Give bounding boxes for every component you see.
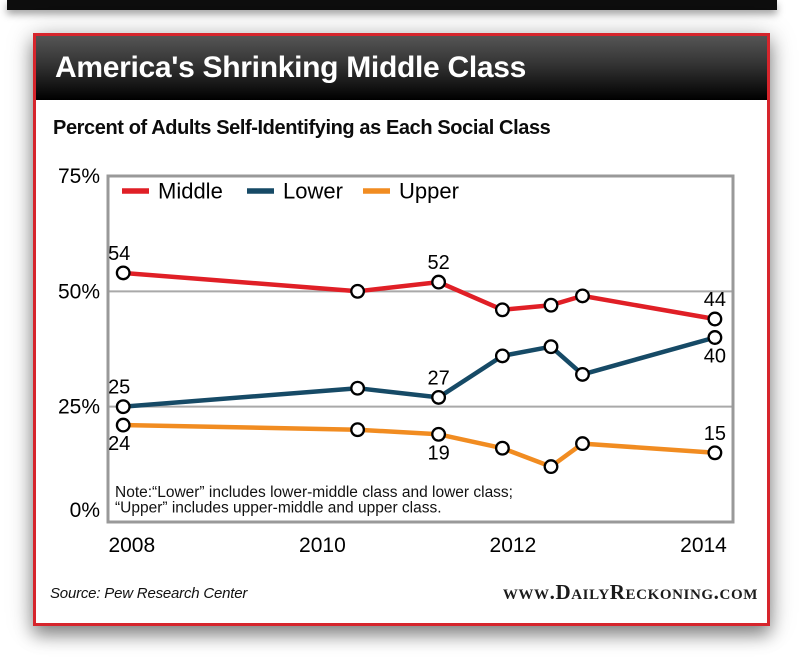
data-point <box>543 459 559 475</box>
series-value-labels-lower: 25 27 40 <box>108 346 726 399</box>
series-markers-upper <box>115 417 723 475</box>
chart-subtitle: Percent of Adults Self-Identifying as Ea… <box>53 117 551 139</box>
y-tick-label: 75% <box>58 165 100 188</box>
data-point <box>707 311 723 327</box>
note-line: “Upper” includes upper-middle and upper … <box>115 500 442 517</box>
data-point <box>707 330 723 345</box>
legend-label-upper: Upper <box>399 179 459 204</box>
data-point <box>575 288 590 304</box>
legend-label-lower: Lower <box>283 179 343 204</box>
x-axis-labels: 2008 2010 2012 2014 <box>108 534 727 557</box>
data-point <box>543 339 559 355</box>
data-point <box>494 302 510 318</box>
point-label: 24 <box>108 433 130 455</box>
data-point <box>115 265 131 281</box>
x-tick-label: 2012 <box>490 534 537 557</box>
data-point <box>431 389 447 405</box>
data-point <box>494 348 510 364</box>
data-point <box>115 417 131 433</box>
series-line-upper <box>120 422 718 469</box>
data-point <box>575 436 590 452</box>
x-tick-label: 2010 <box>299 534 346 557</box>
series-markers-lower <box>115 330 723 415</box>
point-label: 19 <box>427 442 449 464</box>
point-label: 25 <box>108 377 130 399</box>
chart-note: Note:“Lower” includes lower-middle class… <box>115 484 513 517</box>
data-point <box>431 426 447 442</box>
y-tick-label: 0% <box>70 499 100 522</box>
point-label: 54 <box>108 243 130 265</box>
data-point <box>350 283 366 299</box>
data-point <box>350 380 366 396</box>
point-label: 44 <box>704 289 726 311</box>
header-bar: America's Shrinking Middle Class <box>36 36 767 100</box>
data-point <box>115 399 131 415</box>
data-point <box>494 440 510 456</box>
y-tick-label: 50% <box>58 280 100 303</box>
data-point <box>575 366 590 382</box>
source-text: Source: Pew Research Center <box>50 585 248 602</box>
data-point <box>707 445 723 461</box>
y-axis-labels: 75% 50% 25% 0% <box>58 165 100 522</box>
website-text: www.DailyReckoning.com <box>502 580 758 604</box>
series-value-labels-middle: 54 52 44 <box>108 243 726 311</box>
point-label: 27 <box>427 367 449 389</box>
y-tick-label: 25% <box>58 396 100 419</box>
chart-card: America's Shrinking Middle Class Percent… <box>33 33 770 626</box>
series-line-lower <box>120 335 718 409</box>
data-point <box>350 422 366 438</box>
top-edge-strip <box>7 0 777 10</box>
note-line: Note:“Lower” includes lower-middle class… <box>115 484 513 501</box>
point-label: 52 <box>427 252 449 274</box>
series-line-middle <box>120 270 718 322</box>
point-label: 40 <box>704 346 726 368</box>
series-value-labels-upper: 24 19 15 <box>108 423 726 465</box>
line-chart: Middle Lower Upper 54 52 44 25 27 40 24 19 15 75% 50%… <box>58 165 735 557</box>
series-markers-middle <box>115 265 723 327</box>
x-tick-label: 2014 <box>680 534 727 557</box>
legend: Middle Lower Upper <box>122 179 459 204</box>
legend-label-middle: Middle <box>158 179 223 204</box>
page-title: America's Shrinking Middle Class <box>55 51 527 84</box>
point-label: 15 <box>704 423 726 445</box>
x-tick-label: 2008 <box>108 534 155 557</box>
data-point <box>543 297 559 313</box>
gridlines <box>108 290 733 408</box>
plot-border <box>106 174 735 524</box>
data-point <box>431 274 447 290</box>
